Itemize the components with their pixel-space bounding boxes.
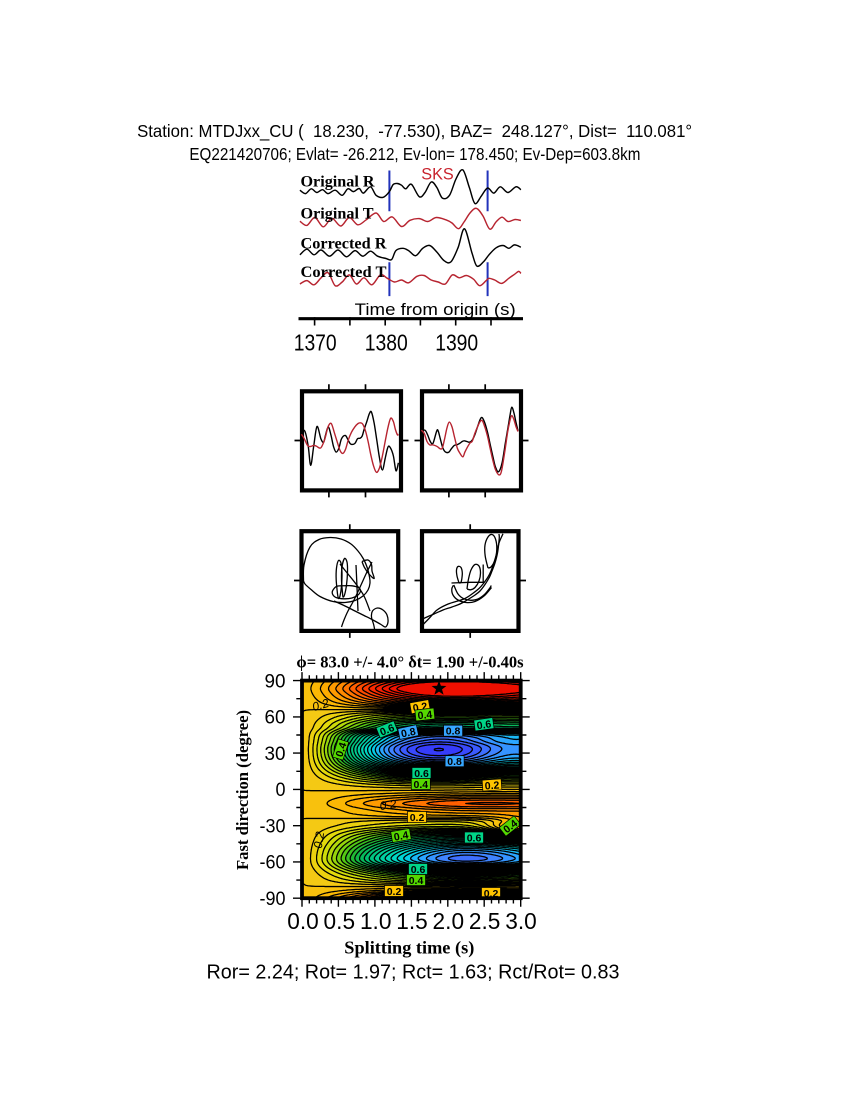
svg-text:Ror= 2.24; Rot= 1.97; Rct= 1.6: Ror= 2.24; Rot= 1.97; Rct= 1.63; Rct/Rot… — [207, 962, 620, 984]
svg-text:0.8: 0.8 — [400, 726, 417, 741]
svg-text:1380: 1380 — [365, 330, 408, 356]
svg-text:2.5: 2.5 — [469, 908, 501, 934]
svg-text:0.4: 0.4 — [417, 709, 433, 722]
svg-text:Corrected T: Corrected T — [301, 264, 388, 281]
svg-text:0.6: 0.6 — [467, 833, 482, 845]
svg-text:Splitting time (s): Splitting time (s) — [344, 938, 474, 958]
svg-text:Original R: Original R — [301, 174, 376, 191]
svg-text:-90: -90 — [260, 889, 286, 910]
svg-text:0.0: 0.0 — [287, 908, 319, 934]
svg-text:Fast direction (degree): Fast direction (degree) — [233, 710, 252, 870]
svg-text:EQ221420706; Evlat= -26.212, E: EQ221420706; Evlat= -26.212, Ev-lon= 178… — [189, 144, 640, 164]
svg-text:60: 60 — [265, 708, 286, 729]
svg-text:0.5: 0.5 — [324, 908, 356, 934]
svg-text:Station: MTDJxx_CU ( 18.230,: Station: MTDJxx_CU ( 18.230, -77.530), B… — [137, 121, 692, 142]
svg-text:0.6: 0.6 — [476, 718, 492, 732]
svg-text:Corrected R: Corrected R — [301, 236, 388, 253]
svg-text:0.4: 0.4 — [334, 741, 350, 759]
svg-text:0: 0 — [276, 780, 286, 801]
svg-text:1390: 1390 — [435, 330, 478, 356]
svg-text:0.2: 0.2 — [311, 830, 327, 849]
svg-text:-60: -60 — [260, 853, 286, 874]
svg-text:ϕ= 83.0 +/- 4.0° δt= 1.90 +/-0: ϕ= 83.0 +/- 4.0° δt= 1.90 +/-0.40s — [296, 653, 524, 672]
svg-text:1370: 1370 — [294, 330, 337, 356]
svg-text:Time from origin (s): Time from origin (s) — [355, 300, 516, 319]
svg-text:-30: -30 — [260, 816, 286, 837]
svg-text:Original T: Original T — [301, 206, 375, 223]
svg-text:90: 90 — [265, 672, 286, 693]
svg-text:30: 30 — [265, 744, 286, 765]
svg-text:0.4: 0.4 — [413, 779, 428, 791]
svg-text:2.0: 2.0 — [433, 908, 465, 934]
svg-text:0.8: 0.8 — [446, 726, 461, 738]
svg-text:0.2: 0.2 — [410, 812, 425, 824]
svg-text:0.2: 0.2 — [311, 696, 331, 714]
svg-text:1.5: 1.5 — [396, 908, 428, 934]
svg-text:0.2: 0.2 — [484, 779, 500, 792]
svg-text:0.2: 0.2 — [387, 886, 402, 898]
svg-text:0.8: 0.8 — [447, 756, 462, 768]
svg-text:SKS: SKS — [421, 165, 454, 184]
svg-text:0.6: 0.6 — [378, 722, 396, 739]
svg-text:0.4: 0.4 — [409, 875, 424, 887]
svg-text:3.0: 3.0 — [505, 908, 537, 934]
svg-text:1.0: 1.0 — [360, 908, 392, 934]
svg-text:0.2: 0.2 — [379, 797, 398, 813]
svg-text:0.6: 0.6 — [414, 768, 429, 780]
svg-text:0.4: 0.4 — [393, 829, 410, 843]
svg-text:0.6: 0.6 — [411, 864, 426, 876]
